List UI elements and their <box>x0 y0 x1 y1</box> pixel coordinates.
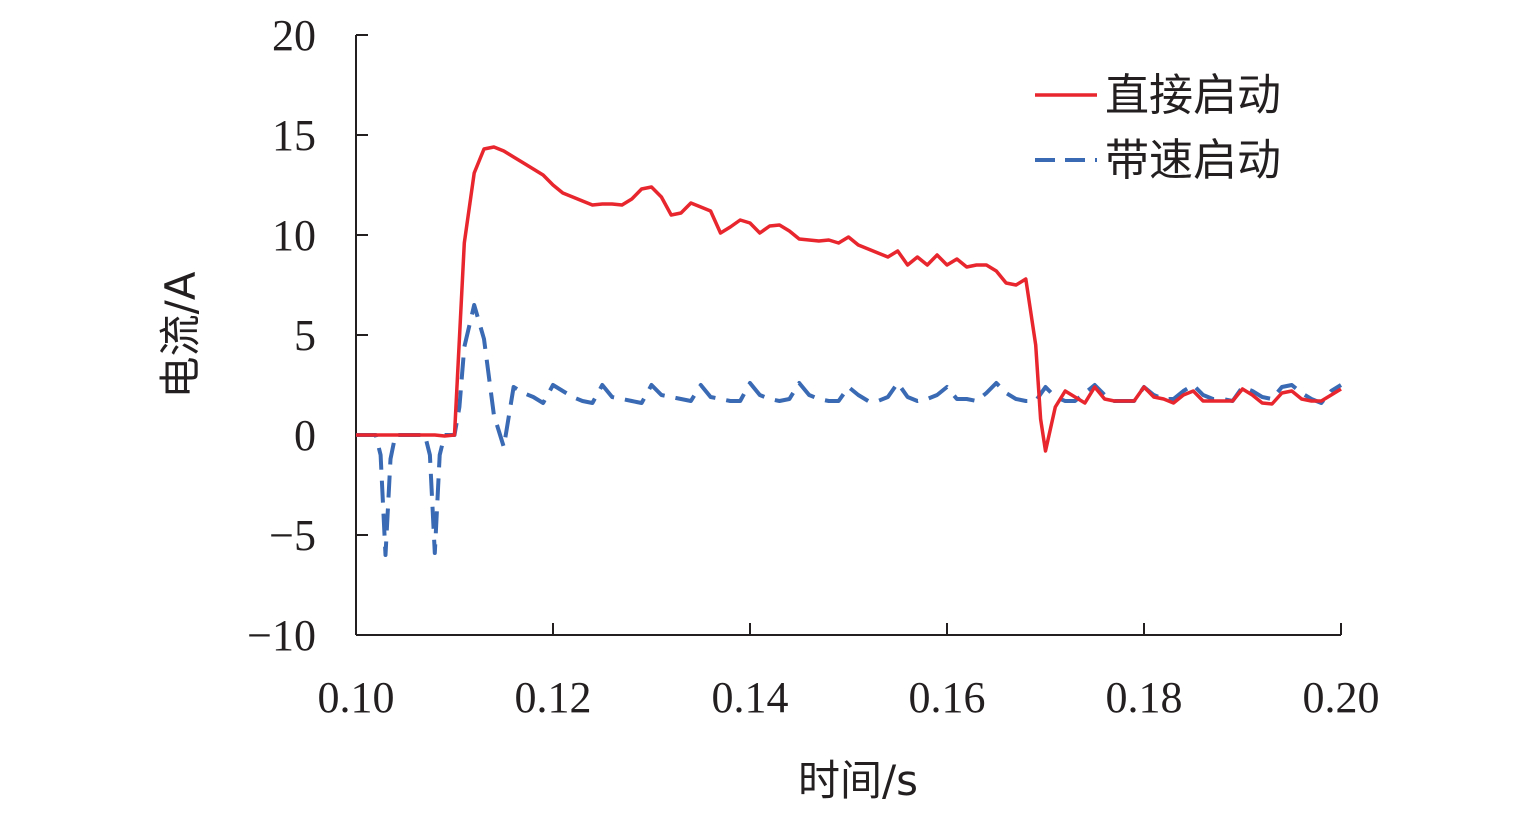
x-tick-label: 0.16 <box>909 673 986 722</box>
y-tick-label: 20 <box>272 11 316 60</box>
y-tick-label: −10 <box>247 611 316 660</box>
y-ticks: 20 15 10 5 0 −5 −10 <box>247 11 368 660</box>
y-tick-label: 5 <box>294 311 316 360</box>
x-tick-label: 0.20 <box>1303 673 1380 722</box>
x-tick-label: 0.12 <box>515 673 592 722</box>
y-tick-label: 15 <box>272 111 316 160</box>
series-layer <box>356 145 1343 557</box>
y-tick-label: 10 <box>272 211 316 260</box>
y-tick-label: 0 <box>294 411 316 460</box>
legend-label-0: 直接启动 <box>1105 70 1281 121</box>
series-line-0 <box>356 145 1342 453</box>
x-tick-label: 0.18 <box>1106 673 1183 722</box>
series-line-1 <box>356 303 1343 557</box>
legend-label-1: 带速启动 <box>1105 135 1281 186</box>
x-ticks: 0.10 0.12 0.14 0.16 0.18 0.20 <box>318 623 1380 722</box>
y-axis-title: 电流/A <box>156 271 205 398</box>
x-tick-label: 0.14 <box>712 673 789 722</box>
x-tick-label: 0.10 <box>318 673 395 722</box>
y-tick-label: −5 <box>269 511 316 560</box>
x-axis-title: 时间/s <box>798 756 918 805</box>
axes <box>355 35 1341 636</box>
